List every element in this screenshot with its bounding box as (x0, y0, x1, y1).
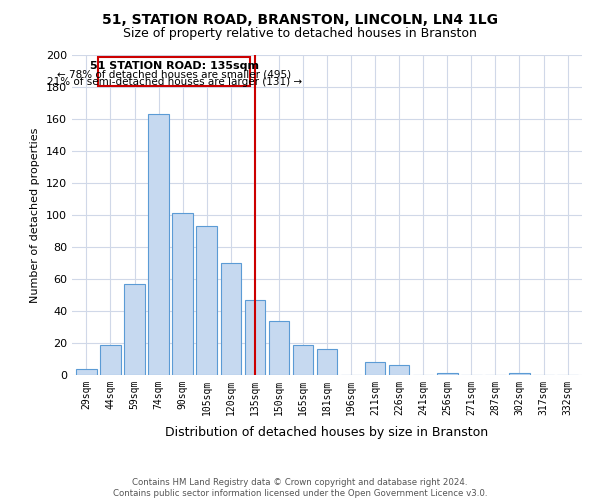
Bar (437, 374, 458, 375)
Text: Contains HM Land Registry data © Crown copyright and database right 2024.
Contai: Contains HM Land Registry data © Crown c… (113, 478, 487, 498)
Bar (389, 366, 409, 375)
Bar (76, 368, 97, 375)
Text: ← 78% of detached houses are smaller (495): ← 78% of detached houses are smaller (49… (57, 70, 292, 80)
Bar (269, 320, 289, 375)
Bar (148, 114, 169, 375)
Y-axis label: Number of detached properties: Number of detached properties (31, 128, 40, 302)
Bar (317, 350, 337, 375)
Bar (172, 214, 193, 375)
Bar (124, 284, 145, 375)
Text: 51, STATION ROAD, BRANSTON, LINCOLN, LN4 1LG: 51, STATION ROAD, BRANSTON, LINCOLN, LN4… (102, 12, 498, 26)
Bar (100, 344, 121, 375)
Bar (221, 263, 241, 375)
Text: 51 STATION ROAD: 135sqm: 51 STATION ROAD: 135sqm (90, 62, 259, 72)
Bar (196, 226, 217, 375)
X-axis label: Distribution of detached houses by size in Branston: Distribution of detached houses by size … (166, 426, 488, 439)
Text: Size of property relative to detached houses in Branston: Size of property relative to detached ho… (123, 28, 477, 40)
Bar (365, 362, 385, 375)
Bar (245, 300, 265, 375)
FancyBboxPatch shape (98, 56, 250, 86)
Bar (509, 374, 530, 375)
Bar (293, 344, 313, 375)
Text: 21% of semi-detached houses are larger (131) →: 21% of semi-detached houses are larger (… (47, 78, 302, 88)
